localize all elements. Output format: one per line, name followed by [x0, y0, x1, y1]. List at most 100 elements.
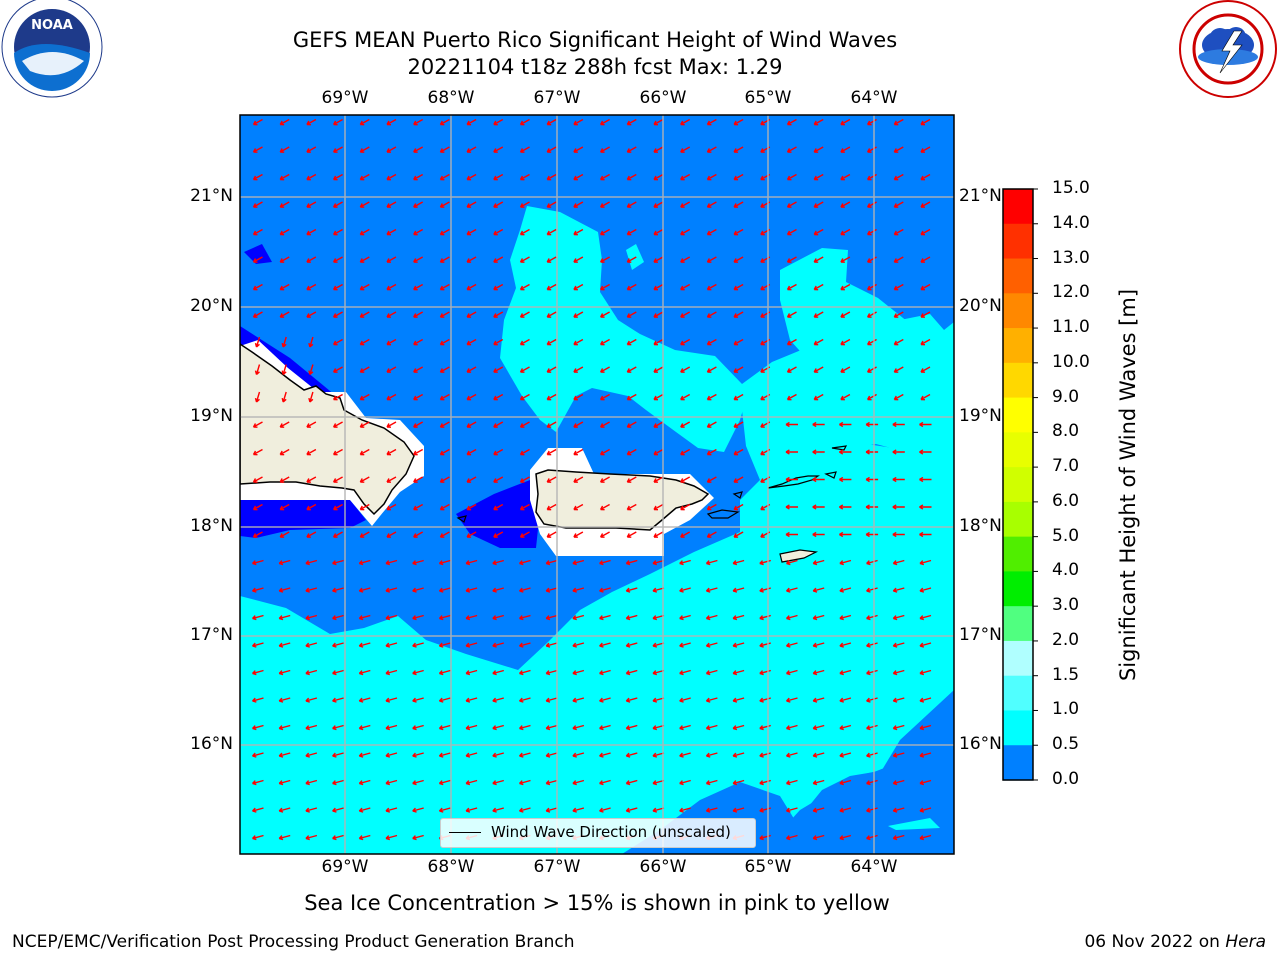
wave-direction-arrow — [812, 697, 825, 703]
wave-direction-arrow — [493, 118, 504, 126]
wave-direction-arrow — [279, 448, 290, 456]
wave-direction-arrow — [572, 779, 585, 786]
wave-direction-arrow — [385, 559, 398, 566]
wave-direction-arrow — [466, 228, 477, 236]
wave-direction-arrow — [839, 587, 852, 593]
wave-direction-arrow — [840, 201, 851, 208]
wave-direction-arrow — [813, 173, 824, 181]
wave-direction-arrow — [626, 503, 637, 511]
wave-direction-arrow — [252, 228, 263, 236]
wave-direction-arrow — [332, 807, 344, 813]
colorbar-tick-label: 0.0 — [1052, 769, 1080, 789]
wave-direction-arrow — [839, 669, 852, 676]
wave-direction-arrow — [599, 642, 611, 648]
colorbar-label: Significant Height of Wind Waves [m] — [1116, 288, 1140, 682]
wave-direction-arrow — [466, 393, 477, 401]
wave-direction-arrow — [920, 256, 931, 263]
wave-direction-arrow — [626, 256, 637, 263]
wave-direction-arrow — [466, 503, 477, 511]
lat-label-left: 18°N — [190, 516, 233, 536]
wave-direction-arrow — [653, 476, 664, 483]
wave-direction-arrow — [546, 476, 557, 483]
wave-direction-arrow — [545, 807, 558, 813]
wave-direction-arrow — [545, 752, 558, 758]
wave-direction-arrow — [785, 587, 798, 593]
wave-direction-arrow — [465, 559, 478, 566]
wave-direction-arrow — [732, 587, 745, 593]
colorbar-tick-label: 13.0 — [1052, 247, 1090, 268]
wave-direction-arrow — [919, 779, 932, 786]
wave-direction-arrow — [412, 587, 424, 593]
wave-direction-arrow — [866, 669, 878, 676]
lat-label-left: 17°N — [190, 625, 233, 645]
wave-direction-arrow — [493, 283, 504, 291]
wave-direction-arrow — [412, 642, 424, 648]
colorbar-tick-label: 6.0 — [1052, 490, 1080, 511]
wave-direction-arrow — [519, 366, 530, 373]
wave-direction-arrow — [599, 311, 610, 318]
wave-direction-arrow — [893, 283, 904, 291]
wave-direction-arrow — [386, 503, 397, 511]
wave-direction-arrow — [813, 201, 824, 208]
wave-direction-arrow — [652, 559, 665, 566]
wave-direction-arrow — [439, 283, 450, 291]
wave-direction-arrow — [358, 779, 371, 786]
wave-direction-arrow — [546, 338, 557, 346]
wave-direction-arrow — [385, 834, 398, 841]
wave-direction-arrow — [786, 228, 797, 236]
wave-direction-arrow — [545, 724, 558, 731]
wave-direction-arrow — [812, 834, 825, 841]
wave-direction-arrow — [599, 476, 610, 483]
wave-direction-arrow — [332, 366, 343, 373]
wave-direction-arrow — [359, 173, 370, 181]
wave-direction-arrow — [626, 531, 637, 538]
wave-direction-arrow — [785, 504, 798, 510]
wave-direction-arrow — [308, 336, 314, 348]
wave-direction-arrow — [652, 669, 665, 676]
wave-direction-arrow — [893, 338, 904, 346]
island-culebra — [732, 491, 743, 499]
wave-direction-arrow — [278, 642, 291, 648]
wave-direction-arrow — [653, 393, 664, 401]
wave-direction-arrow — [492, 642, 504, 648]
wave-direction-arrow — [759, 724, 771, 731]
wave-direction-arrow — [439, 311, 450, 318]
wave-direction-arrow — [759, 669, 771, 676]
wave-direction-arrow — [545, 779, 558, 786]
wave-direction-arrow — [839, 724, 852, 731]
wave-direction-arrow — [385, 752, 398, 758]
wave-direction-arrow — [679, 807, 691, 813]
wave-direction-arrow — [518, 779, 531, 786]
wave-direction-arrow — [786, 146, 797, 153]
wave-direction-arrow — [920, 338, 931, 346]
wave-direction-arrow — [332, 228, 343, 236]
wave-direction-arrow — [332, 421, 343, 428]
wave-direction-arrow — [413, 338, 424, 346]
wave-direction-arrow — [812, 724, 825, 731]
wave-direction-arrow — [518, 642, 531, 648]
wave-direction-arrow — [626, 366, 637, 373]
wave-direction-arrow — [306, 503, 317, 511]
wave-direction-arrow — [413, 173, 424, 181]
wave-direction-arrow — [786, 338, 797, 346]
wave-direction-arrow — [332, 393, 343, 401]
lon-label-bottom: 68°W — [427, 857, 475, 877]
wave-direction-arrow — [386, 228, 397, 236]
wave-direction-arrow — [545, 614, 558, 621]
wave-direction-arrow — [573, 228, 584, 236]
wave-direction-arrow — [839, 421, 852, 428]
wave-direction-arrow — [679, 587, 691, 593]
wave-direction-arrow — [733, 476, 744, 483]
wave-direction-arrow — [839, 807, 852, 813]
colorbar-segment-7 — [1003, 432, 1033, 468]
wave-direction-arrow — [252, 503, 263, 511]
wave-direction-arrow — [919, 697, 932, 703]
lon-label-top: 64°W — [850, 88, 898, 108]
wave-direction-arrow — [679, 724, 691, 731]
wave-direction-arrow — [465, 587, 478, 593]
wave-direction-arrow — [519, 476, 530, 483]
map-plot-area — [240, 115, 954, 854]
wave-direction-arrow — [652, 724, 665, 731]
colorbar-segment-12 — [1003, 606, 1033, 642]
wave-direction-arrow — [785, 449, 798, 455]
